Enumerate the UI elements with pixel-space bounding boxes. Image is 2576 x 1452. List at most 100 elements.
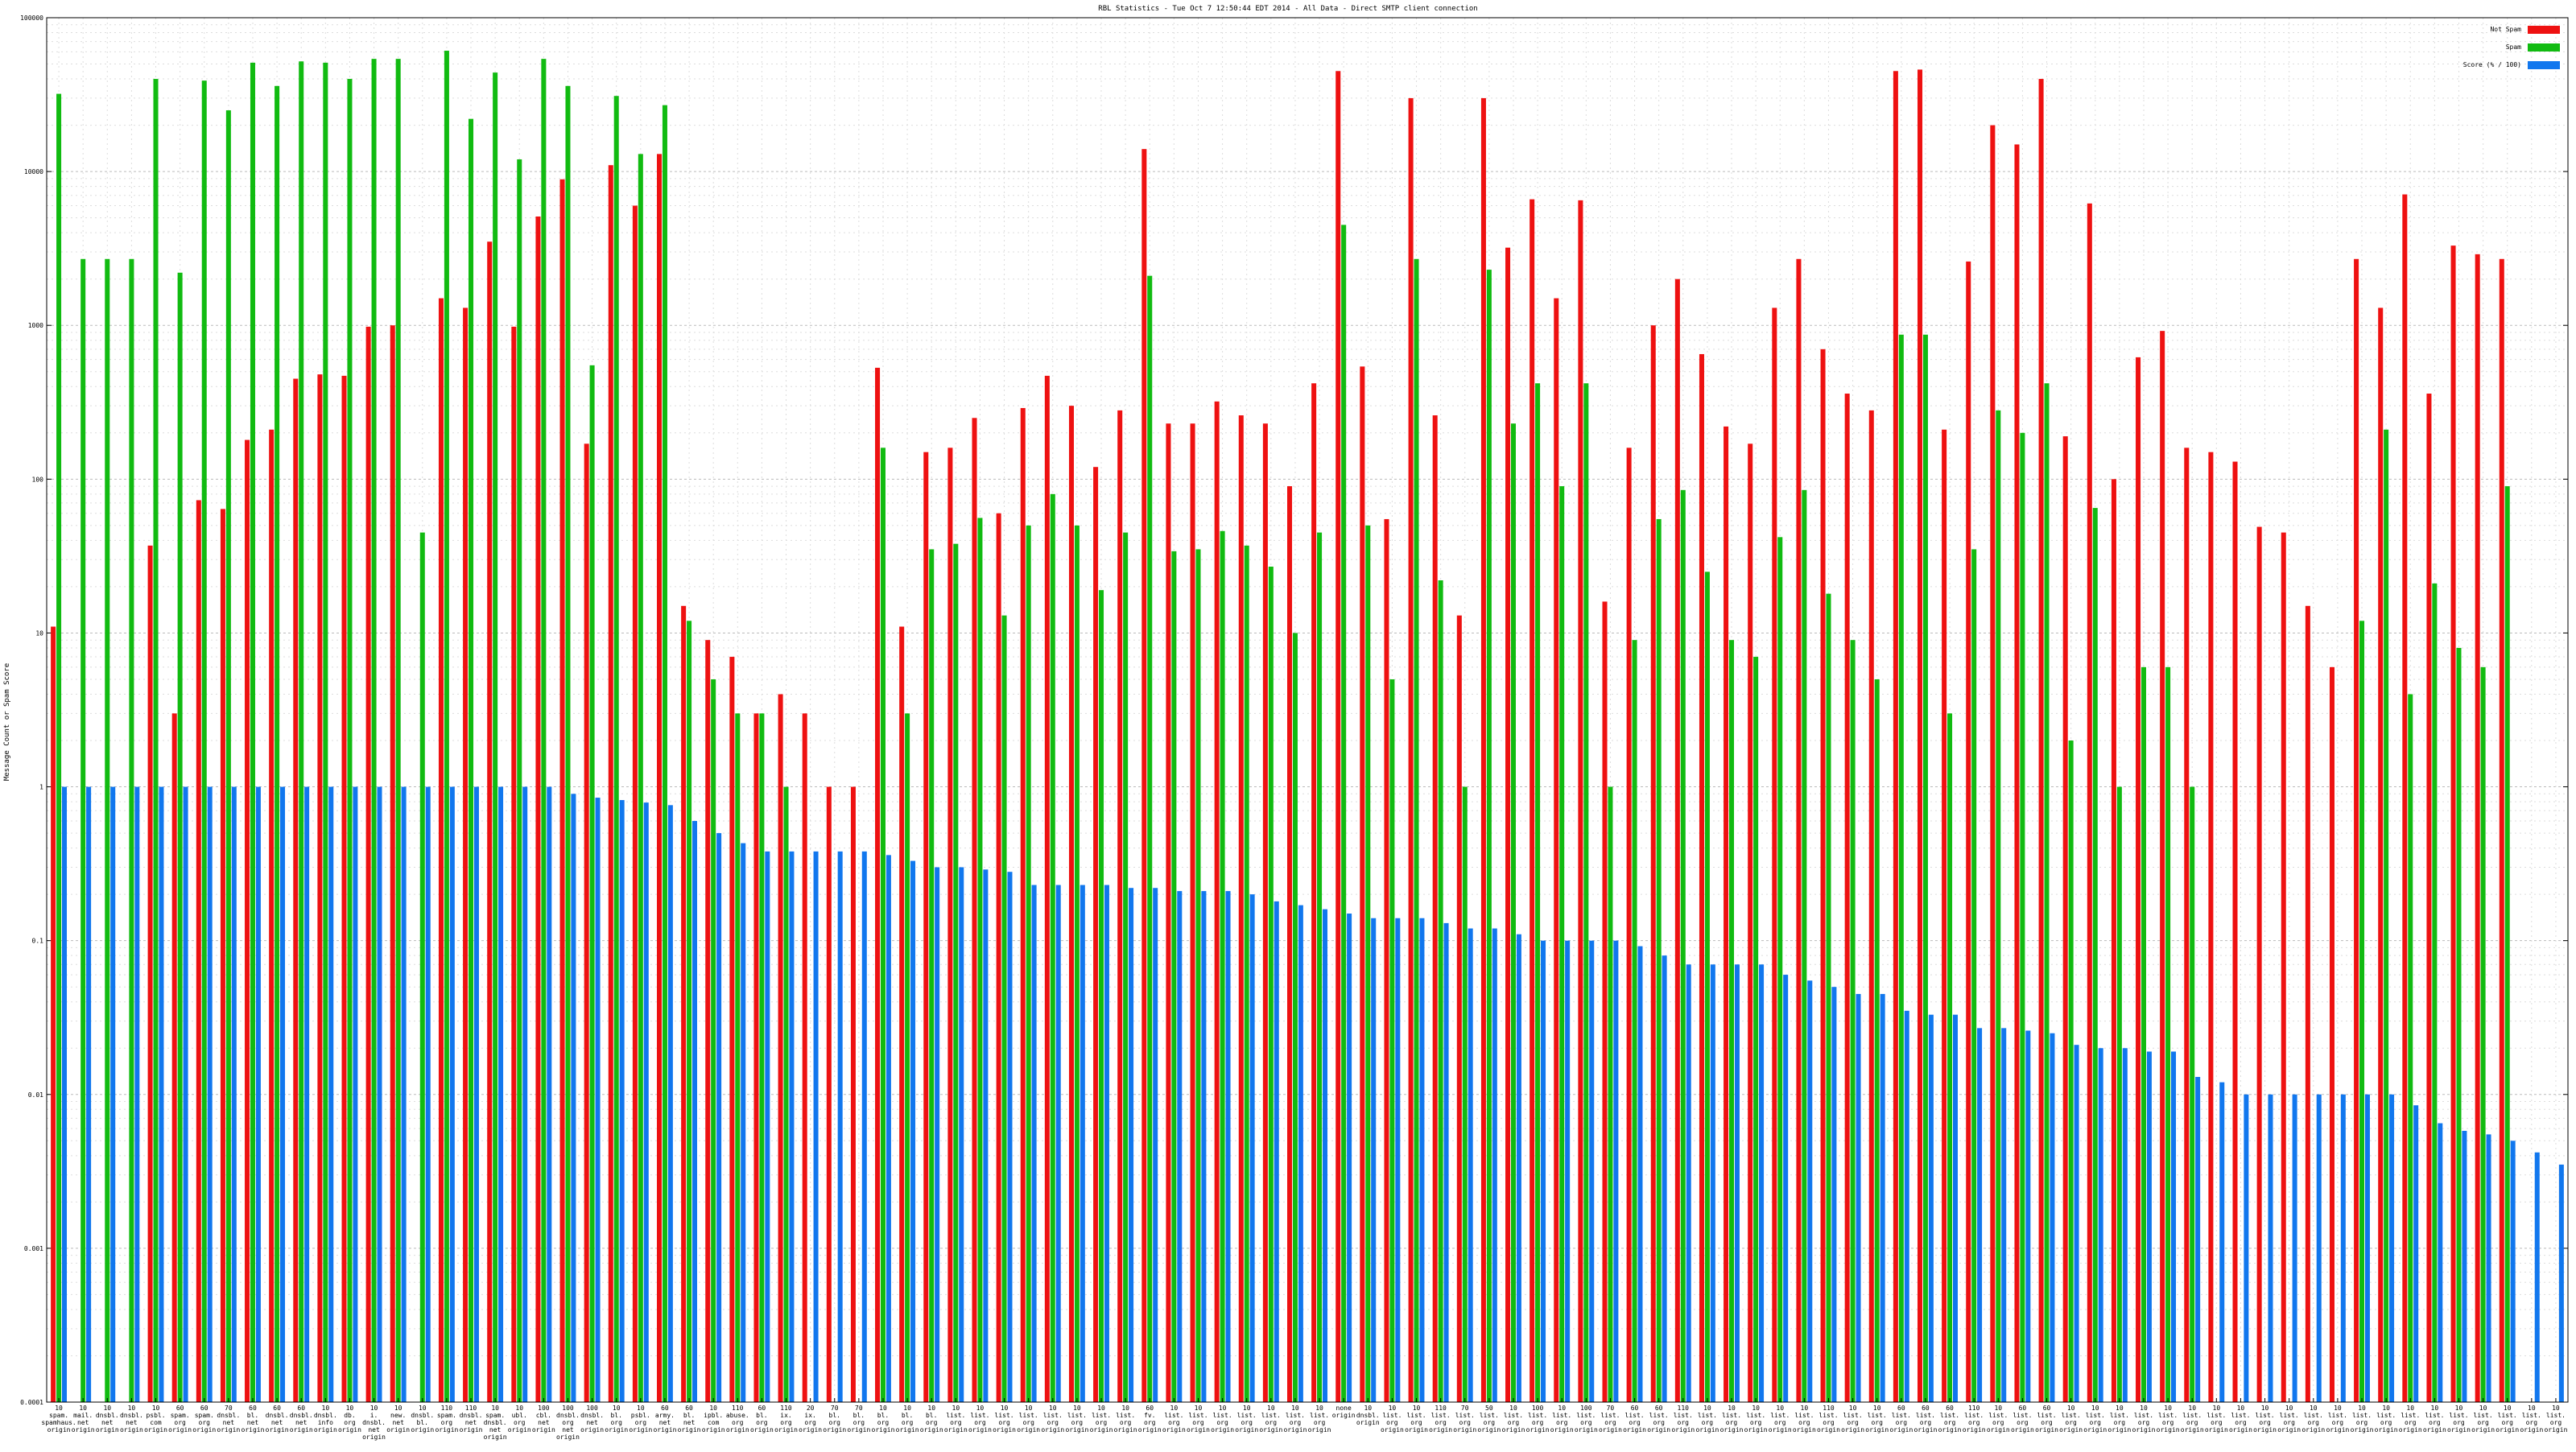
- bar-score-100-: [1686, 964, 1691, 1402]
- bar-spam: [177, 272, 183, 1402]
- x-tick-label: 10: [346, 1405, 354, 1412]
- x-tick-label: origin: [508, 1426, 531, 1433]
- x-tick-label: org: [610, 1419, 622, 1426]
- x-tick-label: 10: [1509, 1405, 1517, 1412]
- x-tick-label: dnsbl.: [362, 1419, 386, 1426]
- x-tick-label: list.: [1674, 1412, 1693, 1419]
- bar-not-spam: [778, 694, 783, 1402]
- bar-score-100-: [2074, 1045, 2079, 1402]
- x-tick-label: 100: [1532, 1405, 1544, 1412]
- x-tick-label: org: [1920, 1419, 1932, 1426]
- bar-not-spam: [2402, 194, 2408, 1402]
- bar-score-100-: [425, 786, 431, 1402]
- x-tick-label: list.: [2376, 1412, 2396, 1419]
- bar-score-100-: [449, 786, 455, 1402]
- x-tick-label: origin: [1114, 1426, 1137, 1433]
- x-tick-label: org: [1096, 1419, 1108, 1426]
- y-tick-label: 0.1: [32, 938, 44, 945]
- x-tick-label: spam.: [485, 1412, 505, 1419]
- bar-not-spam: [487, 241, 493, 1403]
- x-tick-label: list.: [2304, 1412, 2323, 1419]
- x-tick-label: org: [2332, 1419, 2344, 1426]
- x-tick-label: list.: [1067, 1412, 1087, 1419]
- bar-spam: [1971, 549, 1977, 1402]
- x-tick-label: origin: [1308, 1426, 1331, 1433]
- x-tick-label: dnsbl.: [580, 1412, 604, 1419]
- x-tick-label: origin: [96, 1426, 119, 1433]
- bar-score-100-: [1177, 891, 1183, 1402]
- x-tick-label: origin: [120, 1426, 143, 1433]
- bar-not-spam: [2160, 331, 2165, 1402]
- x-tick-label: 110: [1435, 1405, 1447, 1412]
- x-tick-label: origin: [1769, 1426, 1792, 1433]
- x-tick-label: 60: [1922, 1405, 1930, 1412]
- x-tick-label: org: [1265, 1419, 1278, 1426]
- bar-not-spam: [802, 713, 807, 1402]
- bar-spam: [1583, 383, 1589, 1402]
- x-tick-label: 110: [1968, 1405, 1980, 1412]
- bar-not-spam: [1626, 448, 1632, 1402]
- bar-score-100-: [2268, 1094, 2273, 1402]
- x-tick-label: 110: [465, 1405, 477, 1412]
- bar-spam: [2165, 666, 2171, 1402]
- x-tick-label: list.: [1504, 1412, 1523, 1419]
- bar-not-spam: [1360, 366, 1365, 1402]
- x-tick-label: org: [1847, 1419, 1859, 1426]
- bar-spam: [687, 621, 692, 1402]
- bar-not-spam: [1117, 410, 1123, 1402]
- x-tick-label: new.: [390, 1412, 406, 1419]
- bar-score-100-: [2050, 1033, 2055, 1402]
- bar-not-spam: [2232, 461, 2238, 1402]
- bar-score-100-: [2486, 1134, 2491, 1402]
- bar-score-100-: [2292, 1094, 2297, 1402]
- bar-score-100-: [595, 798, 601, 1402]
- x-tick-label: list.: [2401, 1412, 2420, 1419]
- bar-score-100-: [353, 786, 358, 1402]
- bar-not-spam: [2305, 605, 2310, 1402]
- x-tick-label: bl.: [247, 1412, 258, 1419]
- x-tick-label: origin: [1041, 1426, 1064, 1433]
- x-tick-label: fv.: [1144, 1412, 1155, 1419]
- x-tick-label: 10: [79, 1405, 87, 1412]
- x-tick-label: ix.: [780, 1412, 791, 1419]
- bar-spam: [2480, 666, 2486, 1402]
- bar-not-spam: [729, 657, 735, 1402]
- x-tick-label: list.: [2086, 1412, 2105, 1419]
- bar-score-100-: [765, 851, 770, 1402]
- bar-not-spam: [1432, 415, 1438, 1402]
- x-tick-label: origin: [2399, 1426, 2422, 1433]
- x-tick-label: org: [2259, 1419, 2271, 1426]
- x-tick-label: origin: [386, 1426, 410, 1433]
- bar-not-spam: [1480, 97, 1486, 1402]
- x-tick-label: 110: [732, 1405, 744, 1412]
- bar-not-spam: [1942, 429, 1947, 1402]
- bar-score-100-: [2025, 1030, 2031, 1402]
- x-tick-label: origin: [580, 1426, 604, 1433]
- x-tick-label: org: [2453, 1419, 2465, 1426]
- x-tick-label: org: [1071, 1419, 1084, 1426]
- x-tick-label: org: [344, 1419, 356, 1426]
- bar-not-spam: [535, 216, 541, 1403]
- x-tick-label: origin: [72, 1426, 95, 1433]
- bar-not-spam: [2378, 307, 2384, 1402]
- bar-score-100-: [1347, 914, 1352, 1402]
- bar-not-spam: [972, 418, 977, 1402]
- bar-spam: [1389, 679, 1395, 1402]
- bar-score-100-: [1298, 905, 1303, 1402]
- plot-frame: [46, 17, 2569, 1403]
- x-tick-label: list.: [946, 1412, 965, 1419]
- bar-score-100-: [2510, 1141, 2516, 1402]
- x-tick-label: bl.: [877, 1412, 889, 1419]
- x-tick-label: 10: [2358, 1405, 2366, 1412]
- x-tick-label: origin: [726, 1426, 749, 1433]
- x-tick-label: dnsbl.: [120, 1412, 143, 1419]
- bar-score-100-: [643, 802, 649, 1402]
- x-tick-label: list.: [1746, 1412, 1765, 1419]
- bar-not-spam: [753, 713, 759, 1402]
- x-tick-label: origin: [1744, 1426, 1768, 1433]
- bar-spam: [953, 543, 959, 1402]
- x-tick-label: 60: [685, 1405, 693, 1412]
- bar-spam: [1341, 225, 1347, 1403]
- x-tick-label: org: [2138, 1419, 2150, 1426]
- x-tick-label: list.: [1843, 1412, 1863, 1419]
